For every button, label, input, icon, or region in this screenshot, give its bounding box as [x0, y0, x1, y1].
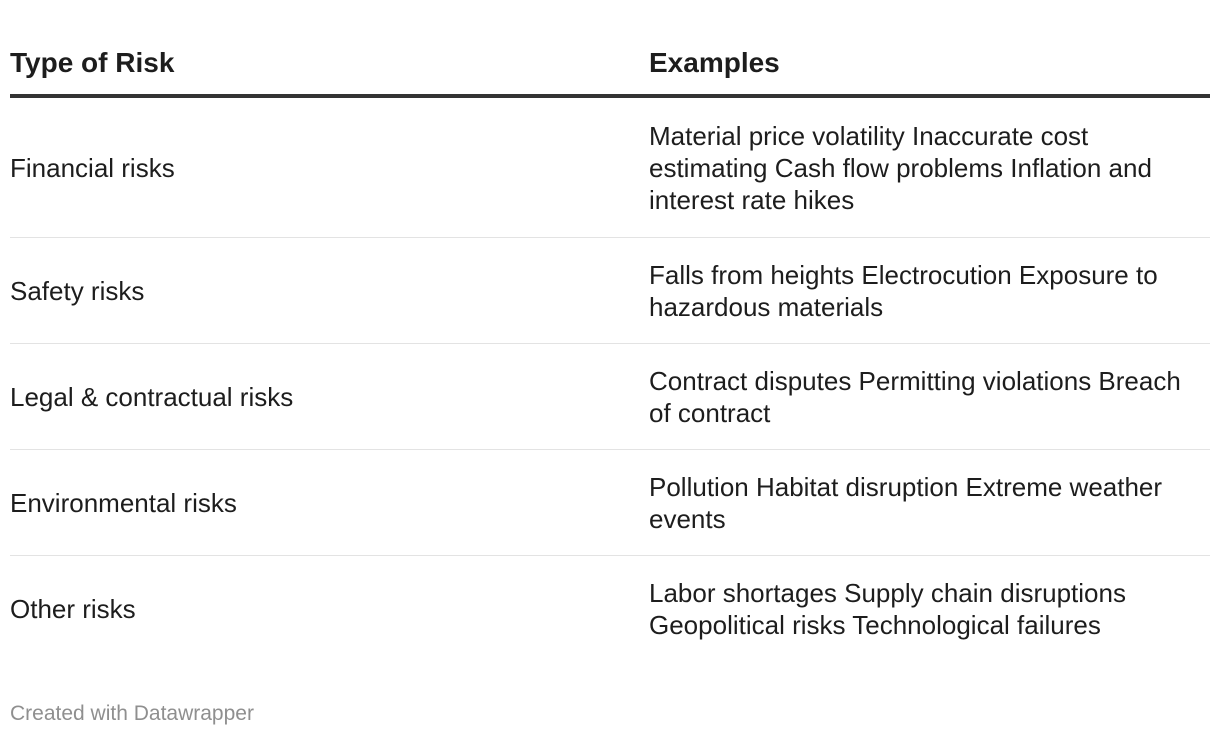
- risk-type-cell: Safety risks: [10, 275, 145, 306]
- header-examples: Examples: [649, 47, 780, 78]
- risk-type-cell: Other risks: [10, 594, 136, 624]
- table-row: Safety risks Falls from heights Electroc…: [10, 238, 1210, 344]
- table-header-row: Type of Risk Examples: [10, 40, 1210, 98]
- table-row: Other risks Labor shortages Supply chain…: [10, 556, 1210, 662]
- risk-type-cell: Legal & contractual risks: [10, 381, 294, 412]
- risk-table: Type of Risk Examples Financial risks Ma…: [10, 40, 1210, 662]
- risk-type-cell: Financial risks: [10, 152, 175, 183]
- header-type-of-risk: Type of Risk: [10, 47, 175, 78]
- risk-examples-cell: Pollution Habitat disruption Extreme wea…: [649, 471, 1163, 534]
- risk-examples-cell: Material price volatility Inaccurate cos…: [649, 120, 1152, 215]
- risk-type-cell: Environmental risks: [10, 487, 237, 518]
- risk-examples-cell: Labor shortages Supply chain disruptions…: [649, 578, 1126, 640]
- risk-examples-cell: Falls from heights Electrocution Exposur…: [649, 259, 1158, 322]
- table-row: Environmental risks Pollution Habitat di…: [10, 450, 1210, 556]
- table-row: Financial risks Material price volatilit…: [10, 98, 1210, 238]
- risk-examples-cell: Contract disputes Permitting violations …: [649, 365, 1181, 428]
- table-row: Legal & contractual risks Contract dispu…: [10, 344, 1210, 450]
- datawrapper-credit[interactable]: Created with Datawrapper: [10, 702, 254, 725]
